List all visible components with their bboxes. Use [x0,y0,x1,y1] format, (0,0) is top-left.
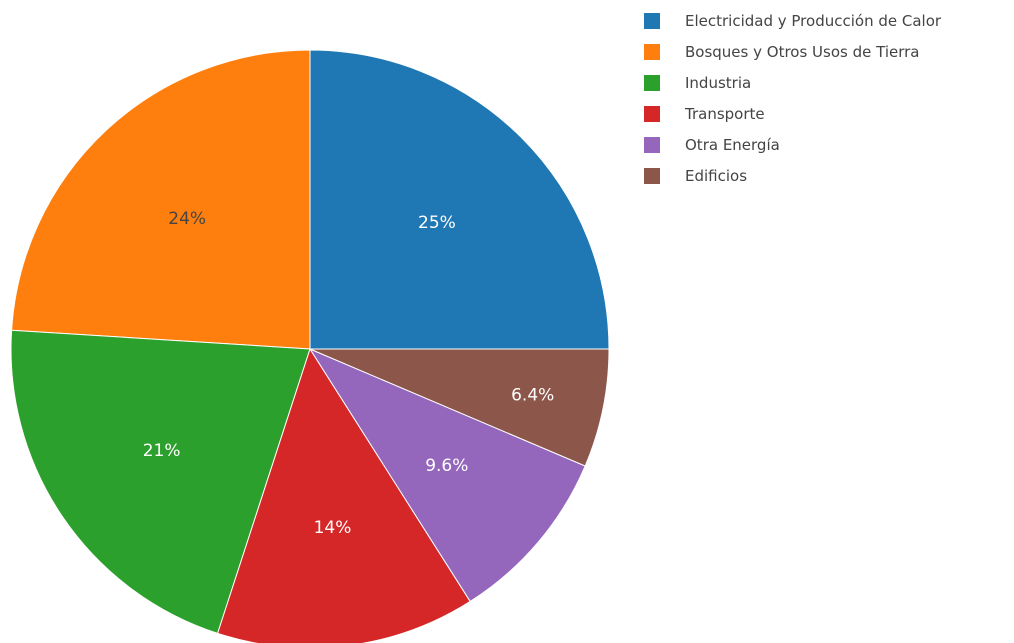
pie-slices [10,49,610,643]
legend-swatch [644,168,660,184]
pie-slice-labels: 25% 24% 21% 14% 9.6% 6.4% [143,209,555,538]
pie-slice-label-transporte: 14% [314,518,352,538]
legend-swatch [644,13,660,29]
pie-slice-label-otra-energia: 9.6% [425,456,468,476]
legend-swatch [644,44,660,60]
legend-item-transporte[interactable]: Transporte [644,105,765,123]
legend-label: Bosques y Otros Usos de Tierra [685,43,920,61]
legend-item-otra-energia[interactable]: Otra Energía [644,136,780,154]
pie-slice-edificios[interactable] [309,348,610,467]
pie-slice-label-electricidad-y-produccion-de-calor: 25% [418,213,456,233]
pie-slice-bosques-y-otros-usos-de-tierra[interactable] [11,49,311,350]
legend-item-industria[interactable]: Industria [644,74,751,92]
legend-label: Industria [685,74,751,92]
legend-item-bosques-y-otros-usos-de-tierra[interactable]: Bosques y Otros Usos de Tierra [644,43,920,61]
pie-slice-label-industria: 21% [143,441,181,461]
pie-slice-label-edificios: 6.4% [511,385,554,405]
legend-swatch [644,106,660,122]
legend-label: Otra Energía [685,136,780,154]
pie-slice-electricidad-y-produccion-de-calor[interactable] [309,49,610,350]
legend: Electricidad y Producción de Calor Bosque… [644,12,942,185]
pie-slice-otra-energia[interactable] [308,347,586,603]
legend-item-electricidad-y-produccion-de-calor[interactable]: Electricidad y Producción de Calor [644,12,942,30]
legend-swatch [644,137,660,153]
pie-slice-label-bosques-y-otros-usos-de-tierra: 24% [168,209,206,229]
pie-slice-industria[interactable] [10,329,311,635]
legend-label: Edificios [685,167,747,185]
pie-slice-transporte[interactable] [216,347,471,643]
legend-label: Transporte [684,105,765,123]
legend-label: Electricidad y Producción de Calor [685,12,942,30]
legend-swatch [644,75,660,91]
legend-item-edificios[interactable]: Edificios [644,167,747,185]
